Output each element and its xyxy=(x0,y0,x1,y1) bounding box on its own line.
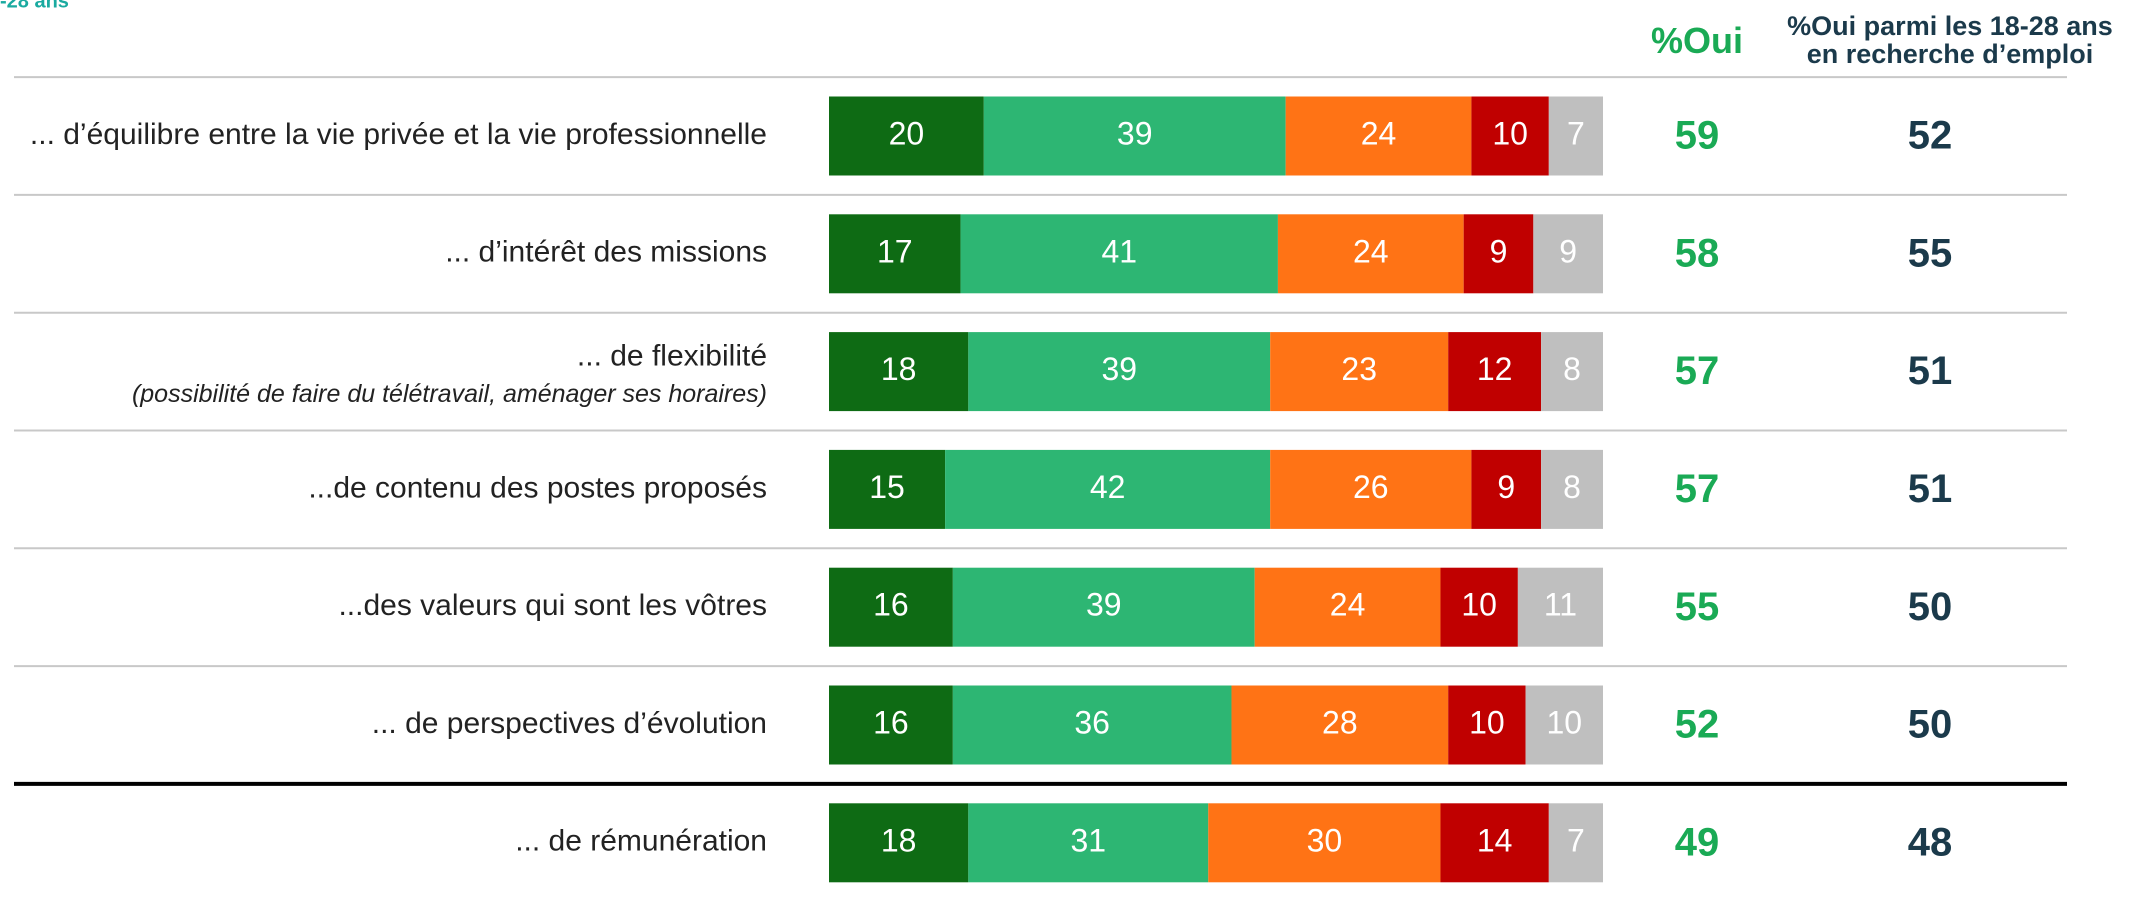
bar-segment xyxy=(829,96,984,176)
bar-label: 9 xyxy=(1559,233,1577,269)
bar-label: 10 xyxy=(1461,587,1497,623)
bar-label: 7 xyxy=(1567,115,1585,151)
bar-segment xyxy=(952,685,1232,765)
bar-segment xyxy=(960,214,1278,294)
category-label: ... d’équilibre entre la vie privée et l… xyxy=(30,118,767,151)
bar-segment xyxy=(1548,96,1603,176)
column-value: 48 xyxy=(1908,820,1953,864)
bar-segment xyxy=(1270,332,1449,412)
bar-label: 15 xyxy=(869,469,905,505)
bar-label: 20 xyxy=(889,115,925,151)
bar-segment xyxy=(829,567,953,647)
bar-segment xyxy=(1471,96,1549,176)
bar-segment xyxy=(1517,567,1603,647)
category-sublabel: (possibilité de faire du télétravail, am… xyxy=(132,380,767,408)
bar-segment xyxy=(1440,567,1518,647)
bar-segment xyxy=(945,449,1271,529)
bar-label: 17 xyxy=(877,233,913,269)
bar-label: 24 xyxy=(1330,587,1366,623)
category-label: ... d’intérêt des missions xyxy=(445,236,767,269)
column-value: 49 xyxy=(1675,820,1720,864)
bar-label: 9 xyxy=(1497,469,1515,505)
bar-segment xyxy=(829,803,969,883)
bar-segment xyxy=(1541,449,1603,529)
column-value: 52 xyxy=(1908,114,1953,158)
bar-label: 14 xyxy=(1477,822,1513,858)
bar-label: 10 xyxy=(1492,115,1528,151)
column-value: 55 xyxy=(1908,231,1953,275)
column-value: 51 xyxy=(1908,349,1953,393)
bar-segment xyxy=(952,567,1255,647)
category-label: ...des valeurs qui sont les vôtres xyxy=(338,589,767,622)
subtitle: -28 ans xyxy=(0,0,69,12)
column-header: %Oui parmi les 18-28 ans en recherche d’… xyxy=(1787,11,2113,70)
bar-label: 16 xyxy=(873,704,909,740)
column-value: 58 xyxy=(1675,231,1720,275)
bar-label: 23 xyxy=(1341,351,1377,387)
bar-segment xyxy=(1448,685,1526,765)
bar-label: 39 xyxy=(1101,351,1137,387)
column-value: 52 xyxy=(1675,703,1720,747)
bar-label: 39 xyxy=(1086,587,1122,623)
bar-label: 39 xyxy=(1117,115,1153,151)
bar-label: 30 xyxy=(1307,822,1343,858)
column-value: 59 xyxy=(1675,114,1720,158)
bar-segment xyxy=(1270,449,1472,529)
bar-label: 8 xyxy=(1563,351,1581,387)
bar-segment xyxy=(1541,332,1603,412)
bar-segment xyxy=(1448,332,1542,412)
bar-label: 24 xyxy=(1361,115,1397,151)
category-label: ... de flexibilité xyxy=(577,340,767,373)
bar-segment xyxy=(1254,567,1441,647)
bar-label: 9 xyxy=(1490,233,1508,269)
bar-segment xyxy=(829,214,961,294)
column-value: 55 xyxy=(1675,585,1720,629)
bar-segment xyxy=(829,685,953,765)
bar-label: 11 xyxy=(1544,587,1577,623)
bar-segment xyxy=(1463,214,1534,294)
bar-segment xyxy=(1548,803,1603,883)
bar-label: 24 xyxy=(1353,233,1389,269)
bar-label: 8 xyxy=(1563,469,1581,505)
column-value: 57 xyxy=(1675,467,1720,511)
bar-label: 18 xyxy=(881,822,917,858)
column-value: 50 xyxy=(1908,585,1953,629)
bar-label: 10 xyxy=(1547,704,1583,740)
column-value: 51 xyxy=(1908,467,1953,511)
bar-segment xyxy=(1440,803,1549,883)
bar-segment xyxy=(1533,214,1603,294)
column-value: 57 xyxy=(1675,349,1720,393)
bar-label: 7 xyxy=(1567,822,1585,858)
bar-segment xyxy=(1471,449,1542,529)
bar-segment xyxy=(1277,214,1464,294)
bar-label: 12 xyxy=(1477,351,1513,387)
bar-segment xyxy=(983,96,1286,176)
bar-label: 28 xyxy=(1322,704,1358,740)
bar-label: 31 xyxy=(1070,822,1106,858)
category-label: ... de perspectives d’évolution xyxy=(372,707,767,740)
bar-segment xyxy=(968,803,1209,883)
column-value: 50 xyxy=(1908,703,1953,747)
bar-segment xyxy=(1285,96,1472,176)
bar-segment xyxy=(1208,803,1441,883)
bar-segment xyxy=(968,332,1271,412)
bar-label: 18 xyxy=(881,351,917,387)
bar-label: 36 xyxy=(1074,704,1110,740)
bar-segment xyxy=(829,332,969,412)
bar-label: 26 xyxy=(1353,469,1389,505)
category-label: ... de rémunération xyxy=(515,825,767,858)
bar-segment xyxy=(1525,685,1603,765)
bar-label: 10 xyxy=(1469,704,1505,740)
bar-label: 41 xyxy=(1101,233,1137,269)
bar-segment xyxy=(1231,685,1449,765)
category-label: ...de contenu des postes proposés xyxy=(308,471,767,504)
bar-segment xyxy=(829,449,946,529)
bar-label: 42 xyxy=(1090,469,1126,505)
bar-label: 16 xyxy=(873,587,909,623)
column-header: %Oui xyxy=(1650,20,1743,61)
